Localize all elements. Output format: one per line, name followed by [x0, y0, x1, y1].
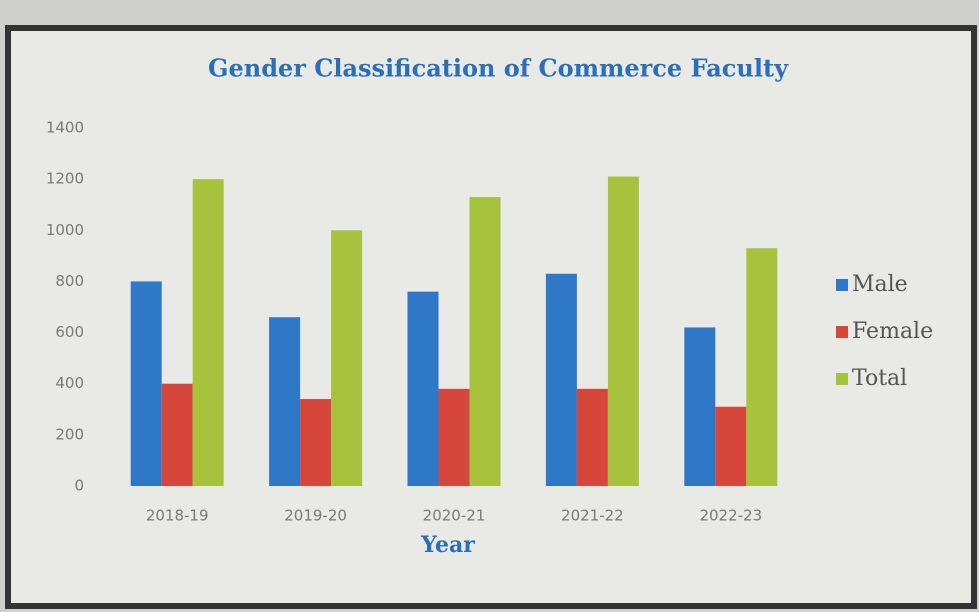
y-tick-label: 0 — [74, 477, 84, 495]
bar — [684, 327, 716, 486]
bar — [300, 399, 332, 486]
legend-label: Female — [852, 319, 933, 344]
x-tick-label: 2019-20 — [284, 507, 347, 525]
bar — [269, 317, 301, 486]
legend-swatch — [836, 373, 848, 385]
bar — [469, 197, 501, 487]
x-axis-label: Year — [420, 532, 475, 558]
y-tick-label: 400 — [55, 374, 84, 392]
y-tick-label: 1400 — [46, 119, 84, 137]
x-tick-label: 2022-23 — [699, 507, 762, 525]
x-tick-label: 2021-22 — [561, 507, 624, 525]
legend-label: Male — [852, 272, 908, 297]
y-tick-label: 200 — [55, 425, 84, 443]
bar — [715, 406, 747, 486]
x-tick-label: 2018-19 — [146, 507, 209, 525]
bar — [161, 383, 193, 486]
legend-label: Total — [852, 366, 907, 391]
bar — [746, 248, 778, 486]
bar — [130, 281, 162, 486]
bar — [576, 388, 608, 486]
y-tick-label: 1000 — [46, 221, 84, 239]
bar — [438, 388, 470, 486]
bar — [607, 176, 639, 487]
bar — [331, 230, 363, 486]
y-tick-label: 600 — [55, 323, 84, 341]
x-tick-label: 2020-21 — [423, 507, 486, 525]
bar — [192, 179, 224, 486]
legend-swatch — [836, 279, 848, 291]
legend-swatch — [836, 326, 848, 338]
chart-title: Gender Classification of Commerce Facult… — [208, 54, 789, 83]
bar — [545, 273, 577, 486]
y-tick-label: 1200 — [46, 170, 84, 188]
bar — [407, 291, 439, 486]
y-tick-label: 800 — [55, 272, 84, 290]
